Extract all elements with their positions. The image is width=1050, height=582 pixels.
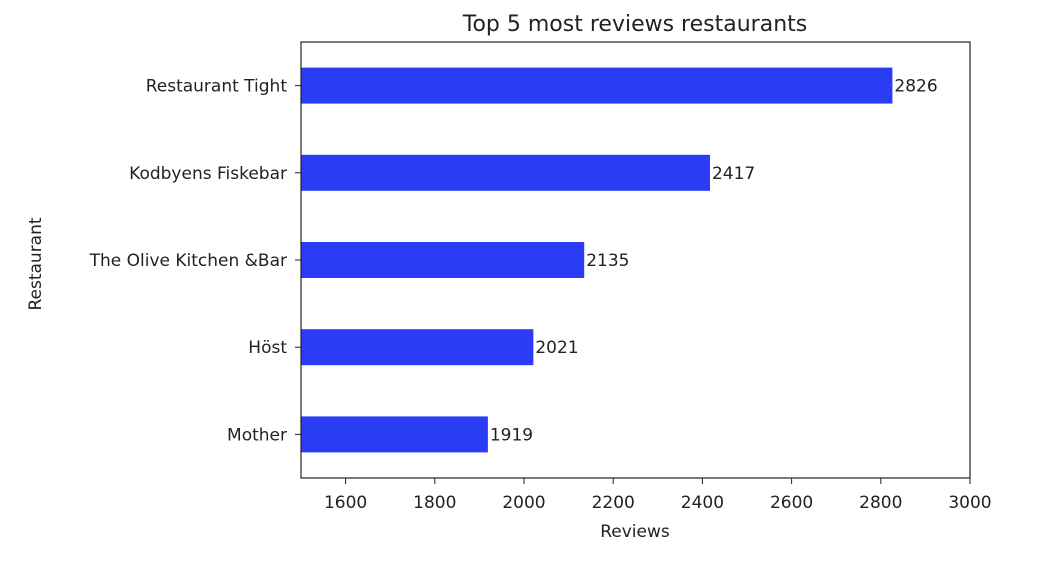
y-axis-label: Restaurant (26, 217, 46, 310)
x-tick-label: 2000 (502, 493, 545, 513)
y-tick-label: Kodbyens Fiskebar (129, 164, 287, 184)
x-tick-label: 2600 (770, 493, 813, 513)
bars-group (301, 67, 893, 453)
bar (301, 67, 893, 104)
y-tick-label: The Olive Kitchen &Bar (89, 251, 287, 271)
x-tick-label: 2200 (592, 493, 635, 513)
y-axis-ticks: Restaurant Tight Kodbyens Fiskebar The Oli… (89, 77, 301, 445)
x-axis-label: Reviews (600, 522, 670, 542)
x-tick-label: 3000 (948, 493, 991, 513)
y-tick-label: Höst (248, 338, 287, 358)
bar-value-label: 1919 (490, 425, 533, 445)
x-axis-ticks: 1600 1800 2000 2200 2400 2600 2800 3000 (324, 478, 992, 513)
bar (301, 242, 585, 278)
y-tick-label: Mother (227, 425, 287, 445)
chart-title: Top 5 most reviews restaurants (462, 12, 807, 37)
value-labels-group: 2826 2417 2135 2021 1919 (490, 77, 938, 446)
plot-frame (300, 41, 971, 479)
x-tick-label: 1600 (324, 493, 367, 513)
bar-value-label: 2826 (894, 77, 937, 97)
bar (301, 416, 488, 453)
bar-value-label: 2135 (586, 251, 629, 271)
bar (301, 329, 534, 366)
bar (301, 154, 710, 191)
x-tick-label: 2800 (859, 493, 902, 513)
x-tick-label: 1800 (413, 493, 456, 513)
bar-value-label: 2417 (712, 164, 755, 184)
y-tick-label: Restaurant Tight (146, 77, 288, 97)
x-tick-label: 2400 (681, 493, 724, 513)
bar-value-label: 2021 (535, 338, 578, 358)
